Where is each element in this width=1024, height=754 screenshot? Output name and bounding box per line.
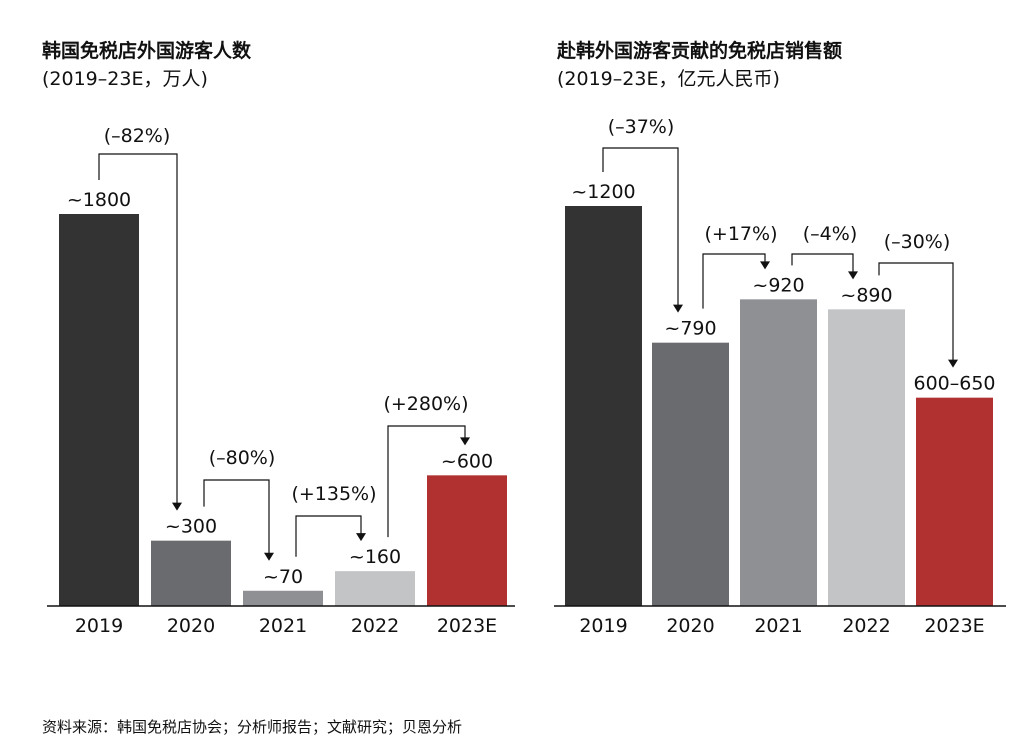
- arrow-head-icon: [673, 304, 683, 313]
- bar: [151, 540, 231, 606]
- chart-visitors: ~1800 2019 ~300 2020 ~70 2021 ~160 2022 ~600 2023…: [47, 125, 515, 637]
- category-label: 2023E: [437, 615, 497, 637]
- value-label: ~1200: [571, 181, 635, 203]
- chart-panel-visitors: 韩国免税店外国游客人数 (2019–23E，万人) ~1800 2019 ~300 2…: [0, 0, 515, 700]
- change-connector: [791, 253, 854, 274]
- change-connector: [98, 153, 178, 505]
- change-connector: [295, 515, 362, 557]
- bar: [740, 299, 817, 606]
- value-label: ~790: [664, 318, 716, 340]
- bar: [916, 397, 993, 606]
- bar: [427, 475, 507, 606]
- category-label: 2019: [75, 615, 123, 637]
- change-connector: [203, 479, 270, 555]
- change-connector: [702, 253, 766, 309]
- value-label: ~300: [165, 516, 217, 538]
- change-label: (–80%): [209, 447, 276, 469]
- chart-subtitle: (2019–23E，亿元人民币): [557, 68, 780, 90]
- bar: [828, 309, 905, 606]
- change-label: (–37%): [608, 116, 675, 138]
- category-label: 2019: [579, 615, 627, 637]
- source-note: 资料来源：韩国免税店协会；分析师报告；文献研究；贝恩分析: [42, 718, 463, 736]
- bar: [243, 590, 323, 606]
- category-label: 2023E: [924, 615, 984, 637]
- value-label: ~600: [441, 450, 493, 472]
- change-label: (–4%): [803, 223, 857, 245]
- arrow-head-icon: [172, 502, 182, 511]
- category-label: 2020: [666, 615, 714, 637]
- category-label: 2020: [167, 615, 215, 637]
- bar: [652, 342, 729, 606]
- chart-title: 赴韩外国游客贡献的免税店销售额: [557, 40, 843, 62]
- change-connector: [878, 262, 954, 362]
- category-label: 2021: [754, 615, 802, 637]
- bar: [335, 571, 415, 606]
- chart-subtitle: (2019–23E，万人): [42, 68, 208, 90]
- arrow-head-icon: [848, 271, 858, 280]
- value-label: ~920: [752, 274, 804, 296]
- value-label: ~160: [349, 546, 401, 568]
- chart-sales: ~1200 2019 ~790 2020 ~920 2021 ~890 2022 600–650…: [554, 116, 1006, 637]
- value-label: ~890: [840, 284, 892, 306]
- change-label: (–30%): [884, 231, 951, 253]
- change-label: (+135%): [291, 483, 376, 505]
- category-label: 2022: [351, 615, 399, 637]
- value-label: ~1800: [67, 189, 131, 211]
- change-label: (–82%): [104, 125, 171, 147]
- arrow-head-icon: [264, 552, 274, 561]
- category-label: 2021: [259, 615, 307, 637]
- chart-title: 韩国免税店外国游客人数: [42, 40, 252, 62]
- chart-panel-sales: 赴韩外国游客贡献的免税店销售额 (2019–23E，亿元人民币) ~1200 20…: [515, 0, 1024, 700]
- value-label: 600–650: [913, 373, 995, 395]
- change-connector: [602, 147, 679, 307]
- change-label: (+17%): [705, 223, 778, 245]
- bar: [59, 214, 139, 606]
- bar: [565, 206, 642, 606]
- change-connector: [387, 425, 466, 538]
- value-label: ~70: [263, 566, 303, 588]
- arrow-head-icon: [948, 359, 958, 368]
- arrow-head-icon: [356, 533, 366, 542]
- change-label: (+280%): [383, 393, 468, 415]
- category-label: 2022: [842, 615, 890, 637]
- arrow-head-icon: [760, 261, 770, 270]
- arrow-head-icon: [460, 437, 470, 446]
